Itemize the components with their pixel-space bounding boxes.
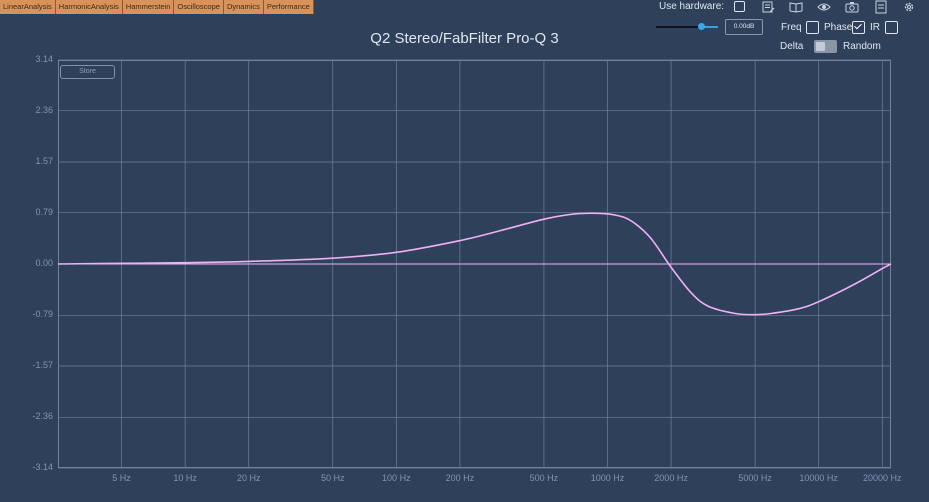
- y-tick-label: 0.00: [35, 258, 53, 268]
- gain-value-field[interactable]: 0.00dB: [725, 19, 763, 35]
- delta-label: Delta: [780, 41, 804, 52]
- store-button[interactable]: Store: [60, 65, 115, 79]
- tab-linear-analysis[interactable]: LinearAnalysis: [0, 0, 56, 14]
- notes-icon[interactable]: [761, 0, 775, 14]
- x-tick-label: 500 Hz: [529, 473, 559, 483]
- freq-label: Freq: [781, 22, 802, 33]
- book-icon[interactable]: [789, 0, 803, 14]
- y-tick-label: 3.14: [35, 54, 53, 64]
- x-tick-label: 20000 Hz: [862, 473, 902, 483]
- x-tick-label: 20 Hz: [236, 473, 261, 483]
- gain-slider-handle[interactable]: [698, 23, 705, 30]
- eye-icon[interactable]: [817, 0, 831, 14]
- x-tick-label: 5 Hz: [112, 473, 131, 483]
- y-tick-label: 1.57: [35, 156, 53, 166]
- x-tick-label: 10000 Hz: [799, 473, 838, 483]
- use-hardware-checkbox[interactable]: [734, 1, 745, 12]
- y-tick-label: -1.57: [32, 360, 53, 370]
- camera-icon[interactable]: [845, 0, 859, 14]
- use-hardware-label: Use hardware:: [659, 1, 725, 12]
- tab-oscilloscope[interactable]: Oscilloscope: [174, 0, 224, 14]
- y-tick-label: -0.79: [32, 309, 53, 320]
- delta-random-toggle[interactable]: [814, 40, 837, 53]
- x-tick-label: 1000 Hz: [590, 473, 625, 483]
- tab-performance[interactable]: Performance: [263, 0, 314, 14]
- x-tick-label: 50 Hz: [320, 473, 345, 483]
- gain-slider[interactable]: [656, 26, 718, 28]
- phase-curve: [57, 212, 892, 316]
- page-title: Q2 Stereo/FabFilter Pro-Q 3: [370, 30, 559, 47]
- freq-checkbox[interactable]: [806, 21, 819, 34]
- phase-checkbox[interactable]: [852, 21, 865, 34]
- gear-icon[interactable]: [902, 0, 916, 14]
- x-tick-label: 100 Hz: [382, 473, 411, 483]
- y-tick-label: 0.79: [35, 206, 53, 217]
- document-icon[interactable]: [874, 0, 888, 14]
- y-tick-label: -3.14: [32, 462, 53, 472]
- x-tick-label: 200 Hz: [445, 473, 475, 483]
- random-label: Random: [843, 41, 881, 52]
- tab-hammerstein[interactable]: Hammerstein: [122, 0, 175, 14]
- x-tick-label: 10 Hz: [173, 473, 197, 483]
- ir-checkbox[interactable]: [885, 21, 898, 34]
- x-tick-label: 2000 Hz: [654, 473, 688, 483]
- y-tick-label: 2.36: [35, 104, 53, 115]
- phase-chart: [57, 59, 892, 469]
- analysis-tab-bar: LinearAnalysis HarmonicAnalysis Hammerst…: [0, 0, 314, 14]
- tab-dynamics[interactable]: Dynamics: [223, 0, 264, 14]
- x-tick-label: 5000 Hz: [738, 473, 772, 483]
- ir-label: IR: [870, 22, 880, 33]
- gain-slider-fill: [700, 26, 718, 28]
- tab-harmonic-analysis[interactable]: HarmonicAnalysis: [55, 0, 123, 14]
- y-tick-label: -2.36: [32, 411, 53, 422]
- phase-label: Phase: [824, 22, 853, 33]
